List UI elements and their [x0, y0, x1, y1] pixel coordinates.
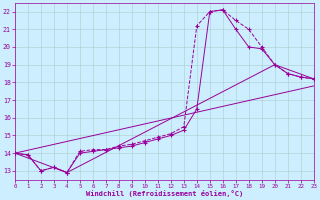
X-axis label: Windchill (Refroidissement éolien,°C): Windchill (Refroidissement éolien,°C) [86, 190, 243, 197]
